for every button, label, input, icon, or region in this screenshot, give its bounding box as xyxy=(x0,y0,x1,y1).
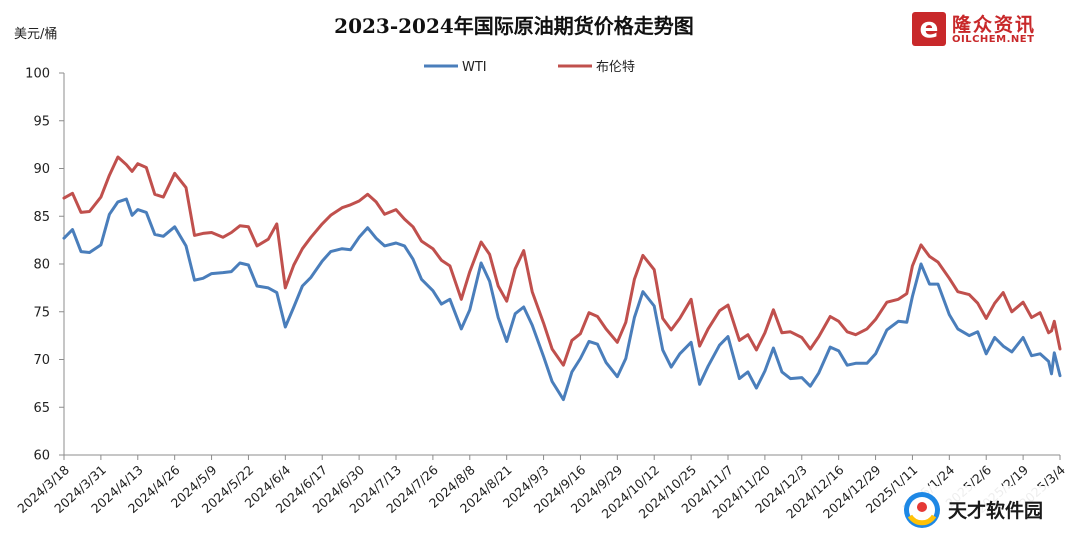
y-tick-label: 75 xyxy=(33,305,50,320)
y-tick-label: 100 xyxy=(25,67,50,82)
legend-label-1: 布伦特 xyxy=(596,60,635,75)
oilchem-logo-name-en: OILCHEM.NET xyxy=(952,34,1035,45)
y-tick-label: 60 xyxy=(33,449,50,464)
y-tick-label: 65 xyxy=(33,401,50,416)
series-line-0 xyxy=(62,197,1062,402)
y-tick-label: 70 xyxy=(33,353,50,368)
series-layer xyxy=(62,155,1062,402)
series-line-1 xyxy=(62,155,1062,367)
legend-label-0: WTI xyxy=(462,60,487,75)
y-tick-label: 85 xyxy=(33,210,50,225)
y-axis-unit-label: 美元/桶 xyxy=(14,27,57,42)
axes: 60657075808590951002024/3/182024/3/31202… xyxy=(14,67,1068,522)
legend: WTI 布伦特 xyxy=(424,60,635,75)
oilchem-logo-name-cn: 隆众资讯 xyxy=(952,14,1037,36)
y-tick-label: 80 xyxy=(33,258,50,273)
oilchem-logo: e 隆众资讯 OILCHEM.NET xyxy=(912,10,1062,50)
y-tick-label: 95 xyxy=(33,114,50,129)
tiancai-logo-icon xyxy=(904,492,940,528)
watermark: 天才软件园 xyxy=(896,486,1074,534)
y-tick-label: 90 xyxy=(33,162,50,177)
oilchem-logo-icon: e xyxy=(912,12,946,46)
watermark-text: 天才软件园 xyxy=(948,500,1044,522)
chart-title: 2023-2024年国际原油期货价格走势图 xyxy=(334,14,694,38)
